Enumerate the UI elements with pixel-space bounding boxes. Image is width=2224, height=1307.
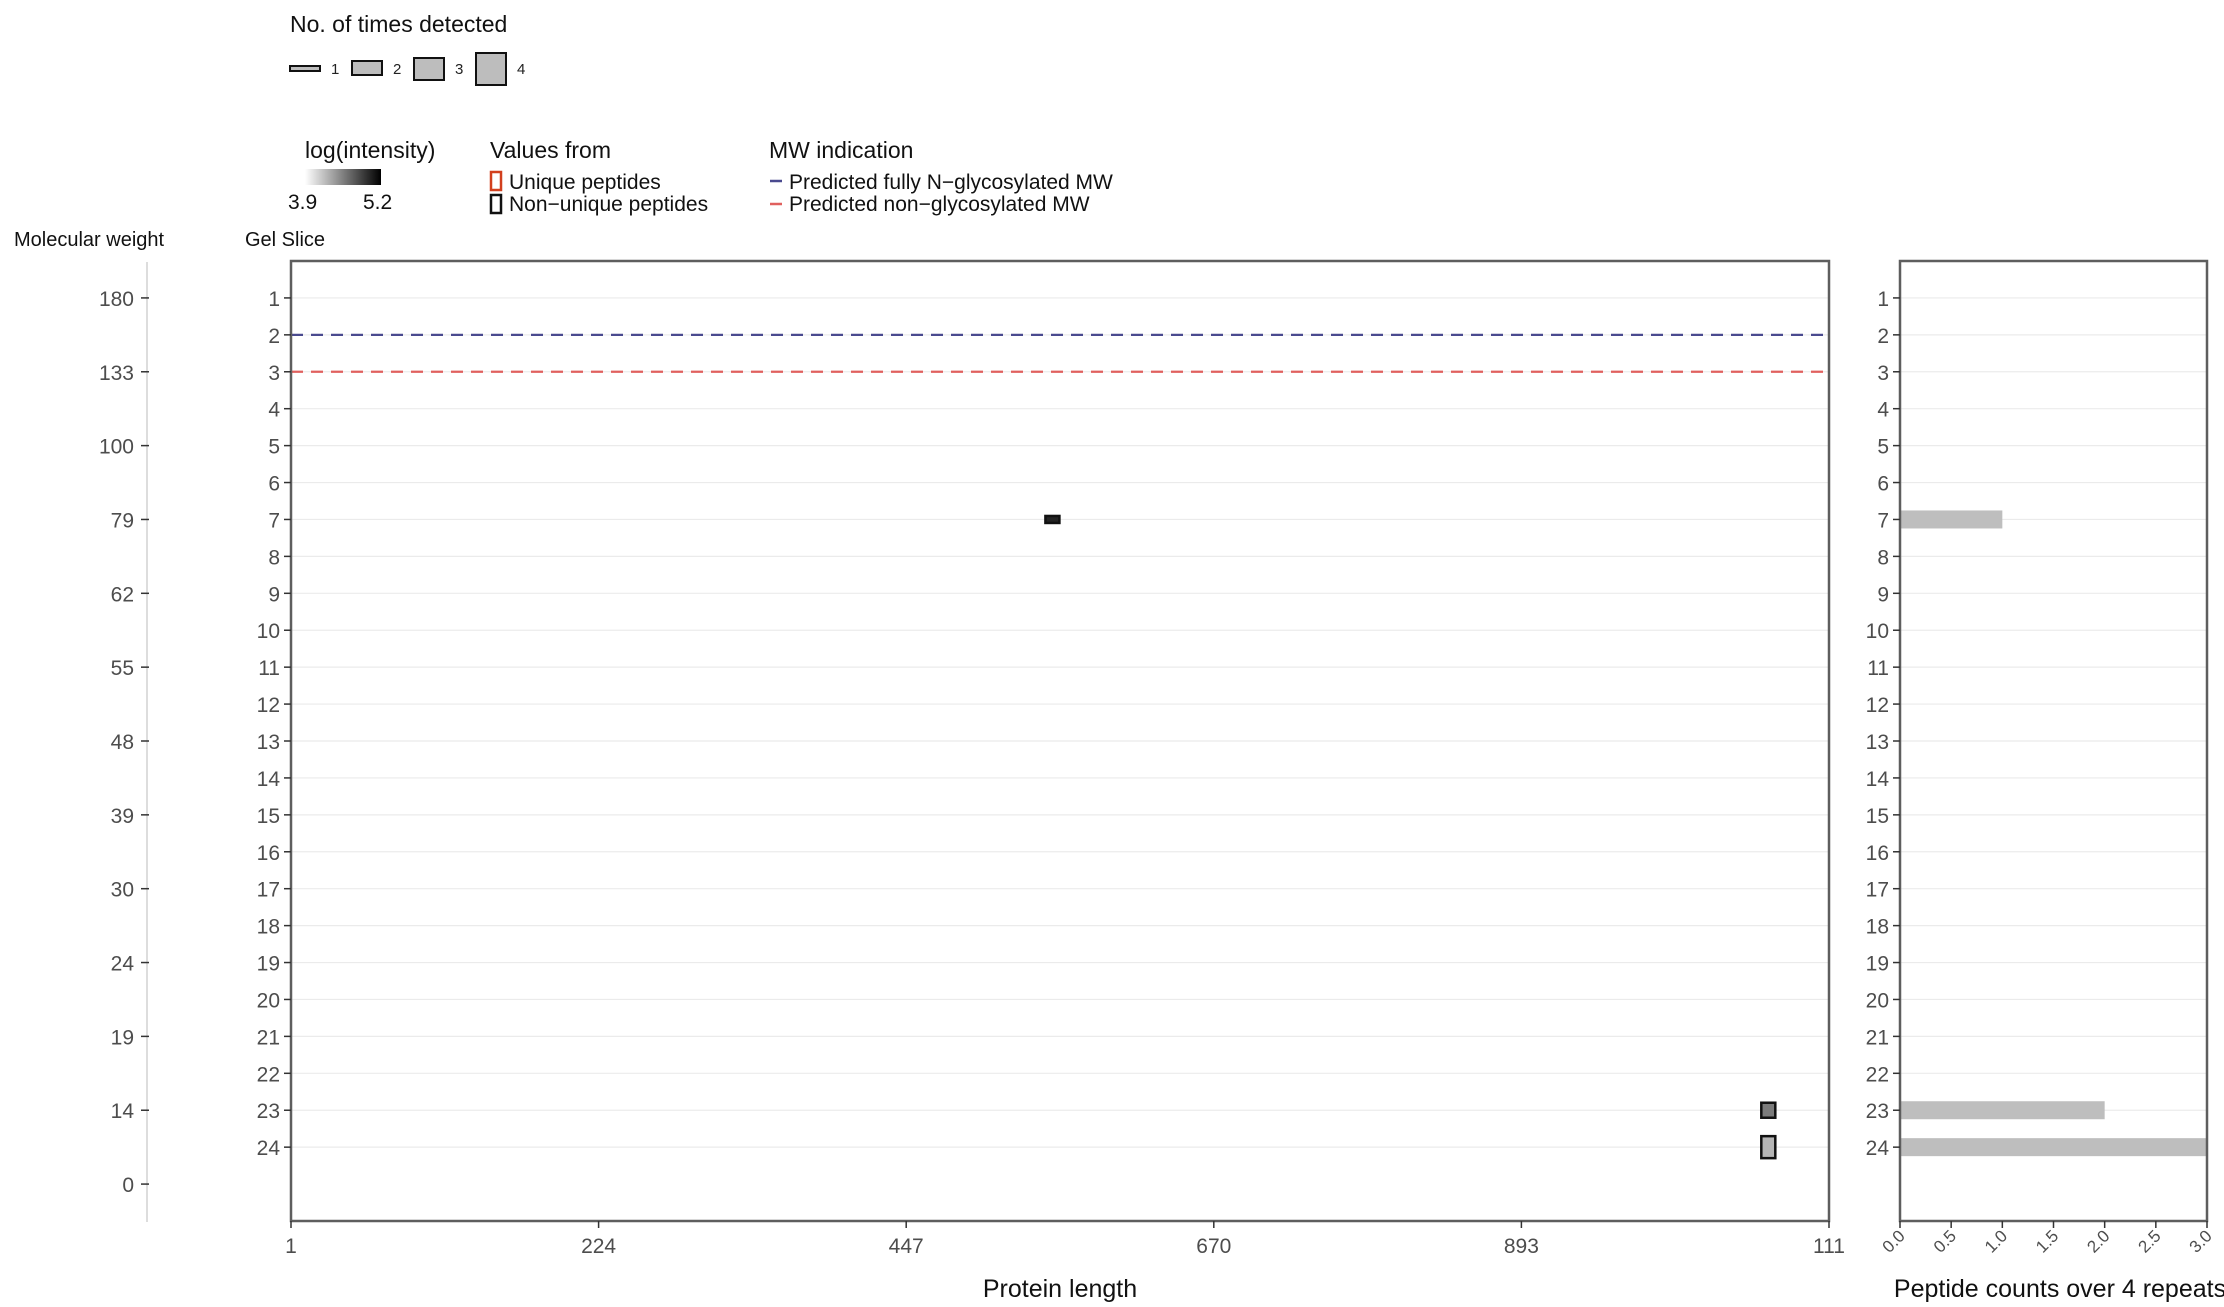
legend-size-key-2: [352, 61, 382, 75]
mw-tick-label: 55: [111, 657, 134, 680]
side-slice-tick-label: 1: [1877, 288, 1889, 311]
side-slice-tick-label: 6: [1877, 473, 1889, 496]
slice-tick-label: 23: [257, 1100, 280, 1123]
x-tick-label: 893: [1504, 1235, 1539, 1258]
side-slice-tick-label: 8: [1877, 546, 1889, 569]
slice-tick-label: 3: [268, 362, 280, 385]
side-slice-tick-label: 24: [1866, 1137, 1890, 1160]
legend-size-key-3: [414, 58, 444, 80]
legend-times-detected-title: No. of times detected: [290, 11, 507, 37]
side-slice-tick-label: 4: [1877, 399, 1889, 422]
peptide-count-bar: [1900, 1138, 2207, 1156]
mw-tick-label: 30: [111, 879, 134, 902]
side-slice-tick-label: 5: [1877, 436, 1889, 459]
side-x-axis-title: Peptide counts over 4 repeats: [1894, 1275, 2224, 1303]
mw-tick-label: 133: [99, 362, 134, 385]
side-slice-tick-label: 21: [1866, 1026, 1889, 1049]
legend-nonunique-label: Non−unique peptides: [509, 193, 708, 216]
slice-tick-label: 13: [257, 731, 280, 754]
legend-size-label-3: 3: [455, 61, 463, 78]
side-slice-tick-label: 22: [1866, 1063, 1889, 1086]
x-tick-label: 670: [1196, 1235, 1231, 1258]
slice-tick-label: 20: [257, 989, 280, 1012]
x-tick-label: 1: [285, 1235, 297, 1258]
legend-size-label-4: 4: [517, 61, 525, 78]
legend-size-label-2: 2: [393, 61, 401, 78]
slice-tick-label: 14: [257, 768, 281, 791]
mw-tick-label: 48: [111, 731, 134, 754]
mw-tick-label: 24: [111, 953, 135, 976]
legend-intensity-max: 5.2: [363, 191, 392, 214]
mw-tick-label: 0: [122, 1174, 134, 1197]
legend-unique-label: Unique peptides: [509, 171, 661, 194]
slice-tick-label: 5: [268, 436, 280, 459]
legend-intensity-min: 3.9: [288, 191, 317, 214]
legend-size-key-4: [476, 53, 506, 85]
slice-tick-label: 1: [268, 288, 280, 311]
detection-point: [1045, 516, 1059, 523]
detection-point: [1761, 1136, 1775, 1158]
slice-tick-label: 8: [268, 546, 280, 569]
mw-tick-label: 19: [111, 1026, 134, 1049]
legend-intensity-title: log(intensity): [305, 137, 435, 163]
mw-tick-label: 39: [111, 805, 134, 828]
slice-tick-label: 16: [257, 842, 280, 865]
side-slice-tick-label: 15: [1866, 805, 1889, 828]
slice-tick-label: 10: [257, 620, 280, 643]
side-slice-tick-label: 12: [1866, 694, 1889, 717]
legend-size-label-1: 1: [331, 61, 339, 78]
x-tick-label: 447: [889, 1235, 924, 1258]
mw-tick-label: 79: [111, 509, 134, 532]
x-tick-label: 224: [581, 1235, 616, 1258]
x-tick-label: 111: [1813, 1235, 1845, 1258]
mw-tick-label: 62: [111, 583, 134, 606]
detection-point: [1761, 1103, 1775, 1118]
side-slice-tick-label: 10: [1866, 620, 1889, 643]
legend-size-key-1: [290, 66, 320, 71]
mw-tick-label: 180: [99, 288, 134, 311]
slice-tick-label: 9: [268, 583, 280, 606]
slice-tick-label: 4: [268, 399, 280, 422]
side-slice-tick-label: 9: [1877, 583, 1889, 606]
slice-tick-label: 21: [257, 1026, 280, 1049]
legend-nonglycosylated-label: Predicted non−glycosylated MW: [789, 193, 1090, 216]
intensity-colorbar: [305, 169, 381, 185]
gel-slice-header: Gel Slice: [245, 229, 325, 251]
slice-tick-label: 24: [257, 1137, 281, 1160]
main-x-axis-title: Protein length: [983, 1275, 1137, 1303]
slice-tick-label: 22: [257, 1063, 280, 1086]
side-slice-tick-label: 14: [1866, 768, 1890, 791]
legend-glycosylated-label: Predicted fully N−glycosylated MW: [789, 171, 1113, 194]
side-slice-tick-label: 18: [1866, 916, 1889, 939]
slice-tick-label: 18: [257, 916, 280, 939]
peptide-count-bar: [1900, 1101, 2105, 1119]
side-slice-tick-label: 13: [1866, 731, 1889, 754]
side-slice-tick-label: 17: [1866, 879, 1889, 902]
mw-tick-label: 14: [111, 1100, 135, 1123]
slice-tick-label: 11: [258, 657, 280, 680]
side-slice-tick-label: 19: [1866, 953, 1889, 976]
slice-tick-label: 2: [268, 325, 280, 348]
slice-tick-label: 12: [257, 694, 280, 717]
legend-mw-title: MW indication: [769, 137, 913, 163]
slice-tick-label: 15: [257, 805, 280, 828]
side-slice-tick-label: 2: [1877, 325, 1889, 348]
slice-tick-label: 19: [257, 953, 280, 976]
slice-tick-label: 6: [268, 473, 280, 496]
slice-tick-label: 17: [257, 879, 280, 902]
side-slice-tick-label: 11: [1867, 657, 1889, 680]
side-slice-tick-label: 20: [1866, 989, 1889, 1012]
side-slice-tick-label: 7: [1877, 509, 1889, 532]
side-slice-tick-label: 16: [1866, 842, 1889, 865]
peptide-count-bar: [1900, 510, 2002, 528]
legend-values-title: Values from: [490, 137, 611, 163]
mw-tick-label: 100: [99, 436, 134, 459]
mw-axis-header: Molecular weight: [14, 229, 165, 251]
side-slice-tick-label: 23: [1866, 1100, 1889, 1123]
side-slice-tick-label: 3: [1877, 362, 1889, 385]
slice-tick-label: 7: [268, 509, 280, 532]
